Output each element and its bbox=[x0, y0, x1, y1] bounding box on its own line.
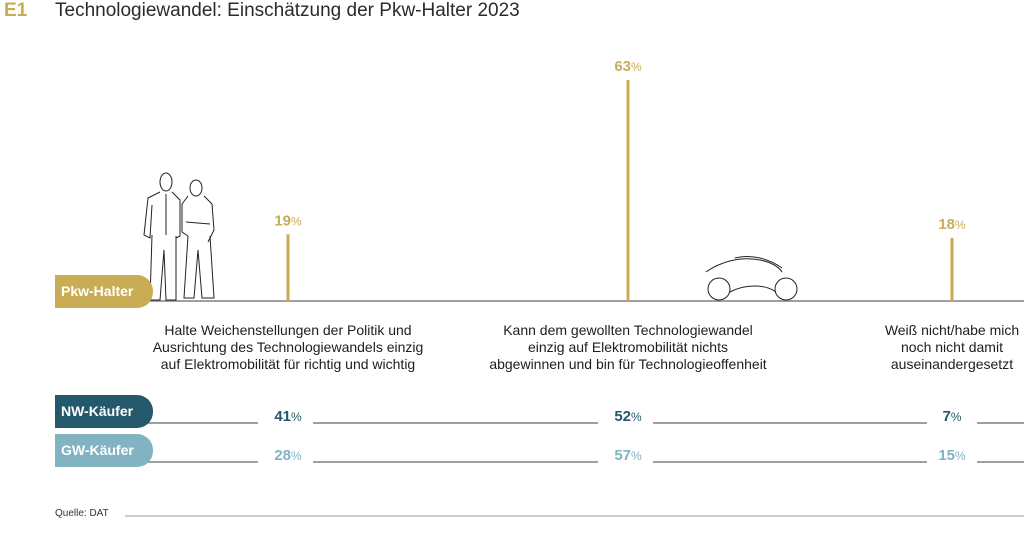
legend-pkw-halter-label: Pkw-Halter bbox=[61, 283, 134, 299]
category-label-line: einzig auf Elektromobilität nichts bbox=[528, 339, 728, 355]
legend-pkw-halter: Pkw-Halter bbox=[55, 275, 153, 308]
category-label-line: Kann dem gewollten Technologiewandel bbox=[503, 322, 753, 338]
data-label-nw-kaeufer-1: 52% bbox=[614, 408, 642, 425]
data-label-gw-kaeufer-0: 28% bbox=[274, 447, 302, 464]
data-label-gw-kaeufer-2: 15% bbox=[938, 447, 966, 464]
people-illustration-icon bbox=[143, 172, 215, 301]
data-label-gw-kaeufer-1: 57% bbox=[614, 447, 642, 464]
category-label-line: auf Elektromobilität für richtig und wic… bbox=[160, 356, 416, 372]
category-label-line: Halte Weichenstellungen der Politik und bbox=[164, 322, 412, 338]
bar-pkw-halter-1 bbox=[626, 80, 630, 301]
source-note: Quelle: DAT bbox=[55, 508, 109, 519]
data-label-nw-kaeufer-2: 7% bbox=[942, 408, 961, 425]
car-illustration-icon bbox=[705, 255, 798, 301]
data-label-nw-kaeufer-0: 41% bbox=[274, 408, 302, 425]
category-label-line: Ausrichtung des Technologiewandels einzi… bbox=[152, 339, 424, 355]
category-label-0: Halte Weichenstellungen der Politik und A… bbox=[138, 322, 438, 373]
data-label-pkw-halter-1: 63% bbox=[614, 58, 642, 75]
legend-gw-kaeufer-label: GW-Käufer bbox=[61, 442, 134, 458]
category-label-line: noch nicht damit bbox=[901, 339, 1003, 355]
data-label-pkw-halter-2: 18% bbox=[938, 216, 966, 233]
legend-gw-kaeufer: GW-Käufer bbox=[55, 434, 153, 467]
legend-nw-kaeufer-label: NW-Käufer bbox=[61, 403, 134, 419]
chart-title: Technologiewandel: Einschätzung der Pkw-… bbox=[55, 0, 520, 21]
category-label-1: Kann dem gewollten Technologiewandel einz… bbox=[478, 322, 778, 373]
figure-label: E1 bbox=[4, 0, 28, 21]
bar-pkw-halter-2 bbox=[950, 237, 954, 301]
legend-nw-kaeufer: NW-Käufer bbox=[55, 395, 153, 428]
bar-pkw-halter-0 bbox=[286, 234, 290, 301]
category-label-line: auseinandergesetzt bbox=[890, 356, 1014, 372]
category-label-line: abgewinnen und bin für Technologieoffenh… bbox=[489, 356, 767, 372]
data-label-pkw-halter-0: 19% bbox=[274, 212, 302, 229]
category-label-line: Weiß nicht/habe mich bbox=[884, 322, 1020, 338]
category-label-2: Weiß nicht/habe mich noch nicht damit ause… bbox=[802, 322, 1024, 373]
